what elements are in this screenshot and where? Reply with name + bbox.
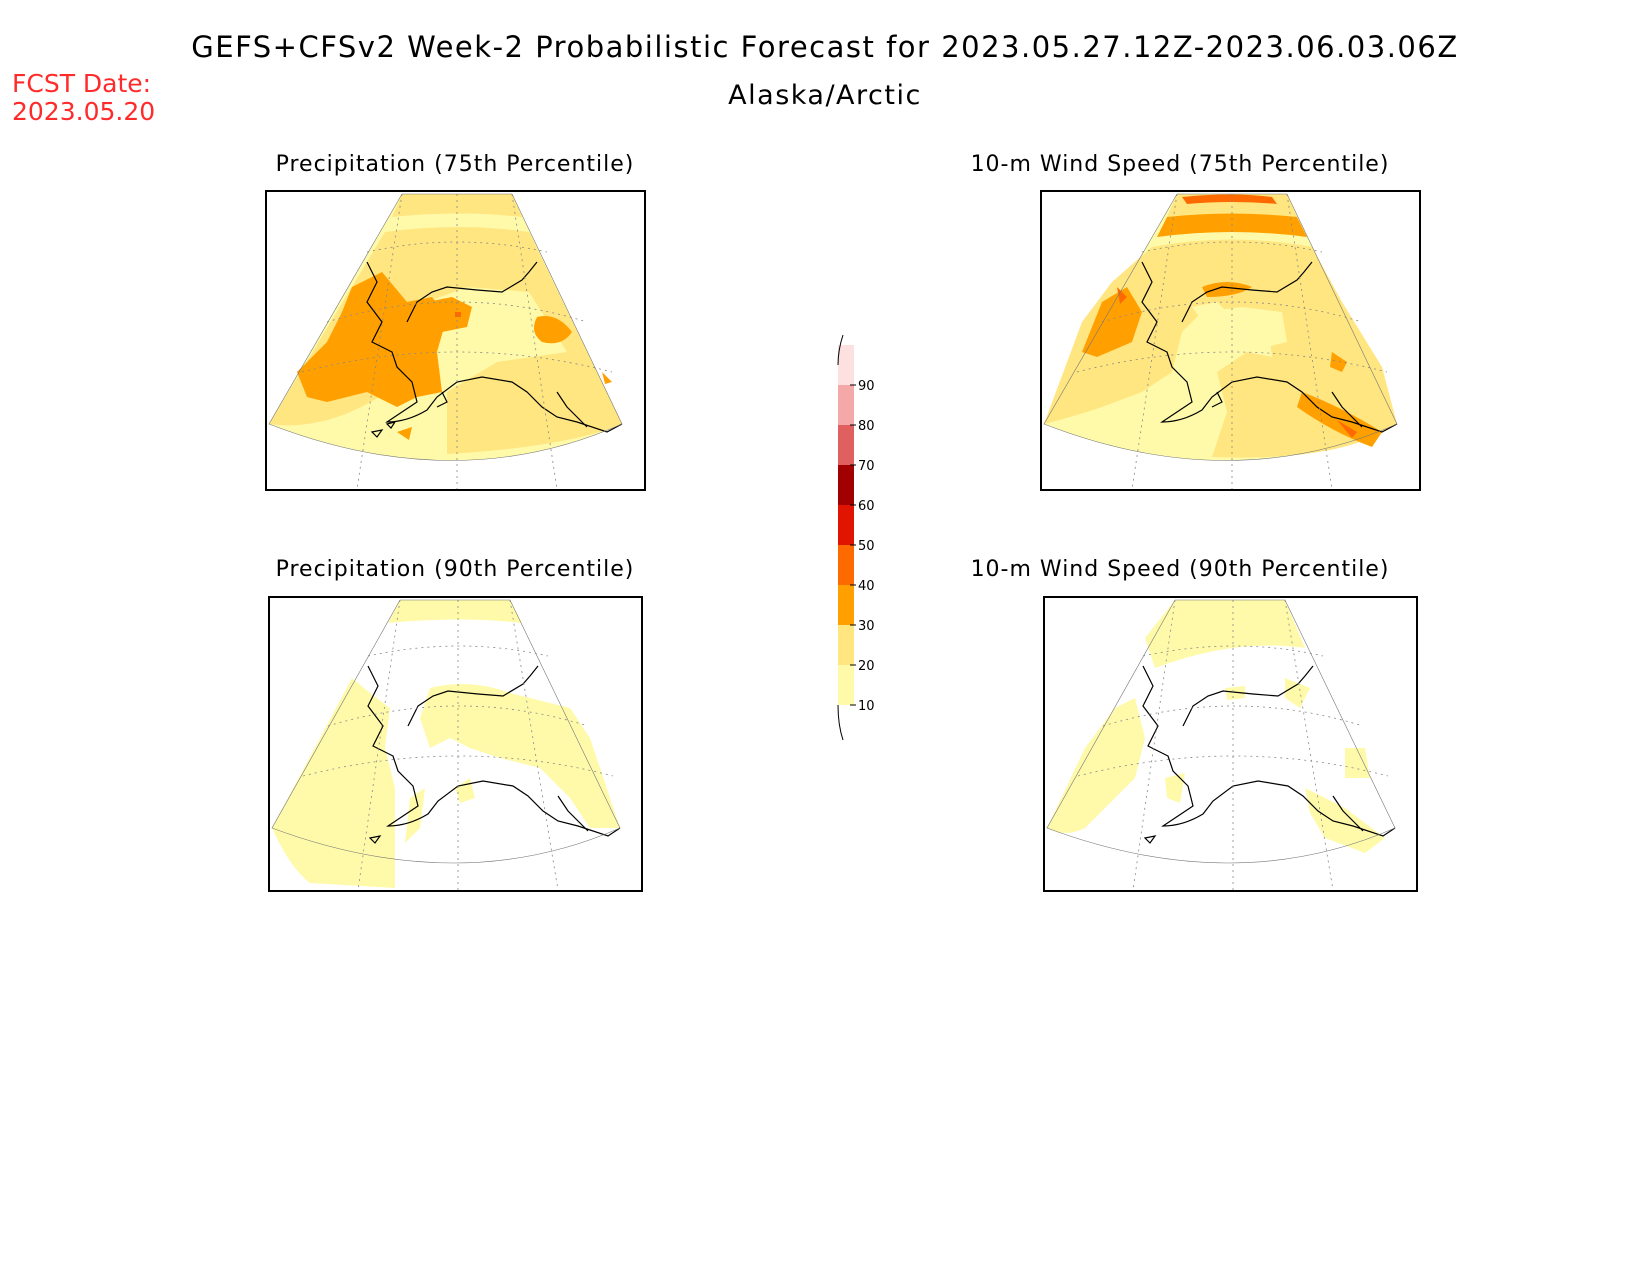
map-panel-precip-75 <box>265 190 646 491</box>
forecast-date-value: 2023.05.20 <box>12 97 156 126</box>
colorbar-label: 30 <box>858 619 875 634</box>
colorbar-swatch <box>838 545 854 585</box>
colorbar-label: 20 <box>858 659 875 674</box>
colorbar-swatch <box>838 585 854 625</box>
forecast-date-label: FCST Date: <box>12 69 152 98</box>
colorbar-swatch <box>838 505 854 545</box>
precip-75-map <box>268 193 623 489</box>
colorbar-label: 50 <box>858 539 875 554</box>
colorbar-label: 70 <box>858 459 875 474</box>
colorbar-label: 80 <box>858 419 875 434</box>
panel-title-wind-90: 10-m Wind Speed (90th Percentile) <box>970 557 1390 582</box>
colorbar: 10 20 30 40 50 60 70 80 90 <box>837 335 875 741</box>
colorbar-swatch <box>838 345 854 385</box>
map-panel-wind-75 <box>1040 190 1421 491</box>
colorbar-label: 60 <box>858 499 875 514</box>
map-panel-precip-90 <box>268 596 643 892</box>
panel-title-precip-90: Precipitation (90th Percentile) <box>275 557 635 582</box>
colorbar-swatch <box>838 665 854 705</box>
region-subtitle: Alaska/Arctic <box>728 80 922 111</box>
colorbar-swatch <box>838 465 854 505</box>
colorbar-label: 10 <box>858 699 875 714</box>
precip-90-map <box>271 599 621 890</box>
colorbar-label: 40 <box>858 579 875 594</box>
panel-title-wind-75: 10-m Wind Speed (75th Percentile) <box>970 152 1390 177</box>
panel-title-precip-75: Precipitation (75th Percentile) <box>275 152 635 177</box>
colorbar-label: 90 <box>858 379 875 394</box>
map-panel-wind-90 <box>1043 596 1418 892</box>
colorbar-swatch <box>838 425 854 465</box>
wind-75-map <box>1043 193 1398 489</box>
colorbar-swatch <box>838 385 854 425</box>
main-title: GEFS+CFSv2 Week-2 Probabilistic Forecast… <box>191 30 1459 64</box>
colorbar-swatch <box>838 625 854 665</box>
wind-90-map <box>1046 599 1396 890</box>
